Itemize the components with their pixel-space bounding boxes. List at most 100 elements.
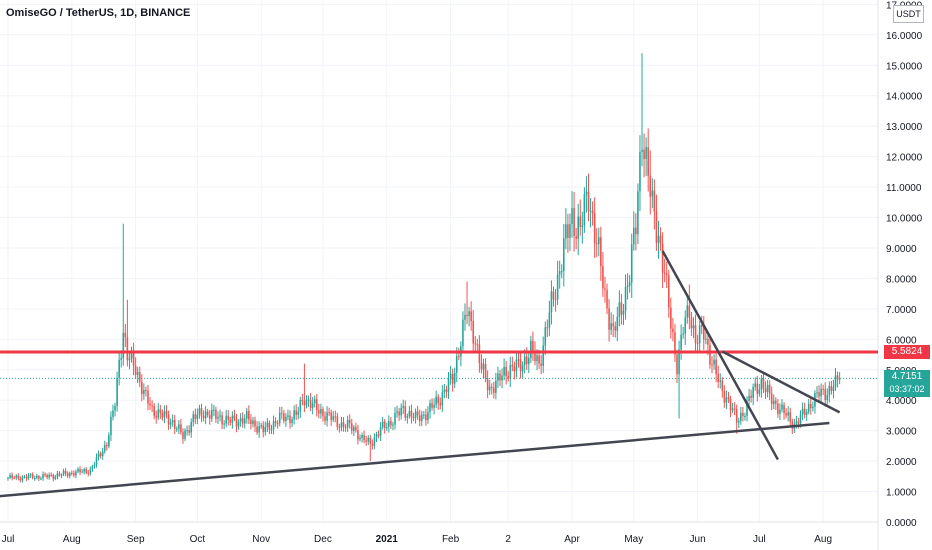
candle-body — [377, 434, 380, 436]
candle-body — [241, 418, 244, 424]
candle-body — [532, 340, 534, 351]
candle-body — [746, 400, 748, 417]
y-tick-label: 8.0000 — [886, 274, 917, 285]
candle-body — [258, 426, 260, 433]
candle-body — [169, 422, 172, 425]
candle-body — [260, 425, 262, 427]
candle-body — [647, 147, 649, 176]
candle-body — [23, 476, 26, 478]
candle-body — [182, 432, 184, 439]
candle-body — [254, 420, 256, 427]
candle-body — [245, 411, 248, 419]
candle-body — [40, 478, 42, 480]
candle-body — [75, 471, 77, 476]
candle-body — [425, 414, 427, 421]
candle-body — [653, 190, 656, 212]
candle-body — [585, 191, 588, 195]
trend-line — [721, 350, 841, 414]
candle-body — [667, 275, 670, 308]
candle-body — [200, 408, 203, 417]
candle-body — [243, 418, 246, 424]
candle-body — [515, 359, 518, 372]
candle-body — [134, 365, 137, 375]
candle-body — [501, 375, 503, 381]
candle-body — [155, 415, 158, 418]
candle-body — [713, 359, 715, 365]
candle-body — [219, 415, 221, 417]
candle-body — [470, 311, 472, 322]
candle-body — [832, 387, 835, 391]
candle-body — [38, 475, 40, 479]
candle-body — [268, 422, 271, 430]
candle-body — [742, 412, 744, 417]
candle-body — [237, 421, 240, 427]
candle-body — [416, 411, 419, 416]
candle-body — [807, 403, 810, 412]
candle-body — [62, 470, 65, 475]
candle-body — [186, 430, 188, 432]
candle-body — [595, 243, 598, 245]
candle-body — [717, 373, 719, 382]
candle-body — [733, 408, 736, 410]
candle-body — [534, 350, 536, 362]
candle-body — [357, 430, 359, 440]
candle-body — [171, 419, 174, 423]
candle-body — [715, 359, 717, 374]
candle-body — [307, 399, 310, 401]
candle-body — [250, 419, 252, 425]
candle-body — [696, 342, 699, 344]
candle-body — [822, 388, 824, 390]
candle-body — [266, 422, 269, 427]
y-tick-label: 9.0000 — [886, 244, 917, 255]
candle-body — [165, 411, 168, 415]
candle-body — [740, 412, 742, 421]
candle-body — [519, 359, 522, 372]
candle-body — [828, 385, 831, 396]
candle-body — [217, 416, 219, 419]
candle-body — [672, 328, 674, 333]
candle-body — [128, 358, 131, 361]
candle-body — [820, 388, 822, 397]
candle-body — [614, 326, 617, 331]
candle-body — [597, 237, 600, 245]
candle-body — [686, 305, 689, 318]
candle-body — [412, 417, 415, 419]
candle-body — [670, 307, 672, 329]
candle-body — [309, 399, 312, 408]
candle-body — [752, 386, 754, 398]
candle-body — [439, 402, 442, 406]
candle-body — [418, 415, 421, 422]
y-tick-label: 1.0000 — [886, 488, 917, 499]
candle-body — [132, 351, 135, 366]
candle-body — [64, 470, 67, 474]
candle-body — [803, 408, 806, 415]
candle-body — [297, 411, 300, 415]
candle-body — [538, 355, 540, 364]
candle-body — [276, 423, 279, 425]
y-tick-label: 7.0000 — [886, 305, 917, 316]
candle-body — [414, 411, 417, 418]
candle-body — [630, 244, 633, 283]
candle-body — [548, 312, 551, 328]
candle-body — [375, 434, 378, 438]
candle-body — [398, 411, 400, 416]
candle-body — [410, 410, 413, 418]
candle-body — [427, 411, 429, 421]
trend-line — [661, 250, 779, 461]
candle-body — [287, 415, 289, 417]
candle-body — [408, 410, 411, 417]
candle-body — [367, 437, 370, 442]
level-price-badge: 5.5824 — [884, 345, 930, 359]
candle-body — [560, 271, 563, 273]
candle-body — [577, 216, 580, 239]
x-tick-label: Jul — [753, 534, 766, 545]
candle-body — [830, 385, 833, 391]
x-tick-label: Sep — [127, 534, 145, 545]
y-tick-label: 10.0000 — [886, 214, 923, 225]
candle-body — [700, 325, 703, 327]
candle-body — [556, 274, 559, 300]
candle-body — [624, 286, 627, 311]
currency-unit-button[interactable]: USDT — [893, 5, 924, 23]
candle-body — [639, 151, 641, 192]
